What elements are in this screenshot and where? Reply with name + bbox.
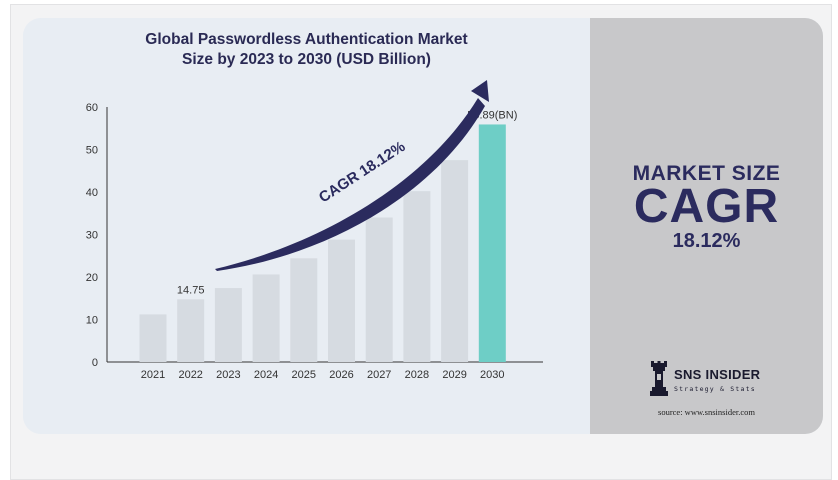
x-tick-label: 2030 xyxy=(480,369,504,381)
cagr-heading: CAGR xyxy=(633,180,780,233)
x-tick-label: 2028 xyxy=(405,369,429,381)
bar-2024 xyxy=(252,274,280,362)
logo-tagline: Strategy & Stats xyxy=(674,385,756,393)
bar-2030 xyxy=(478,124,506,362)
chart-title-line-1: Global Passwordless Authentication Marke… xyxy=(145,31,468,48)
bar-2026 xyxy=(328,239,355,362)
y-tick-label: 40 xyxy=(86,187,98,199)
x-tick-label: 2029 xyxy=(442,369,466,381)
sns-insider-logo: SNS INSIDER Strategy & Stats xyxy=(648,361,798,401)
bar-2021 xyxy=(139,314,167,362)
x-tick-label: 2025 xyxy=(292,369,316,381)
x-tick-label: 2023 xyxy=(216,369,240,381)
cagr-value: 18.12% xyxy=(672,230,741,252)
bar-2027 xyxy=(365,217,393,362)
x-tick-label: 2027 xyxy=(367,369,391,381)
y-tick-label: 20 xyxy=(86,272,98,284)
infographic-card: Global Passwordless Authentication Marke… xyxy=(23,18,823,434)
market-size-label: MARKET SIZE xyxy=(632,162,781,185)
x-tick-label: 2024 xyxy=(254,369,278,381)
x-tick-label: 2021 xyxy=(141,369,165,381)
chart-title: Global Passwordless Authentication Marke… xyxy=(23,30,590,70)
y-tick-label: 10 xyxy=(86,315,98,327)
bar-2025 xyxy=(290,258,318,362)
y-tick-label: 30 xyxy=(86,230,98,242)
logo-name: SNS INSIDER xyxy=(674,367,761,382)
bar-2029 xyxy=(441,160,469,362)
growth-arrowhead xyxy=(471,80,489,102)
y-tick-label: 0 xyxy=(92,357,98,369)
side-panel xyxy=(590,18,823,434)
bar-2023 xyxy=(214,288,242,362)
chart-title-line-2: Size by 2023 to 2030 (USD Billion) xyxy=(182,51,431,68)
chess-rook-icon xyxy=(650,361,668,396)
data-label-2022: 14.75 xyxy=(177,284,205,296)
y-tick-label: 50 xyxy=(86,145,98,157)
x-tick-label: 2022 xyxy=(178,369,202,381)
y-tick-label: 60 xyxy=(86,102,98,114)
x-tick-label: 2026 xyxy=(329,369,353,381)
bar-2022 xyxy=(177,299,205,362)
source-text: source: www.snsinsider.com xyxy=(658,407,755,417)
bar-2028 xyxy=(403,191,431,362)
